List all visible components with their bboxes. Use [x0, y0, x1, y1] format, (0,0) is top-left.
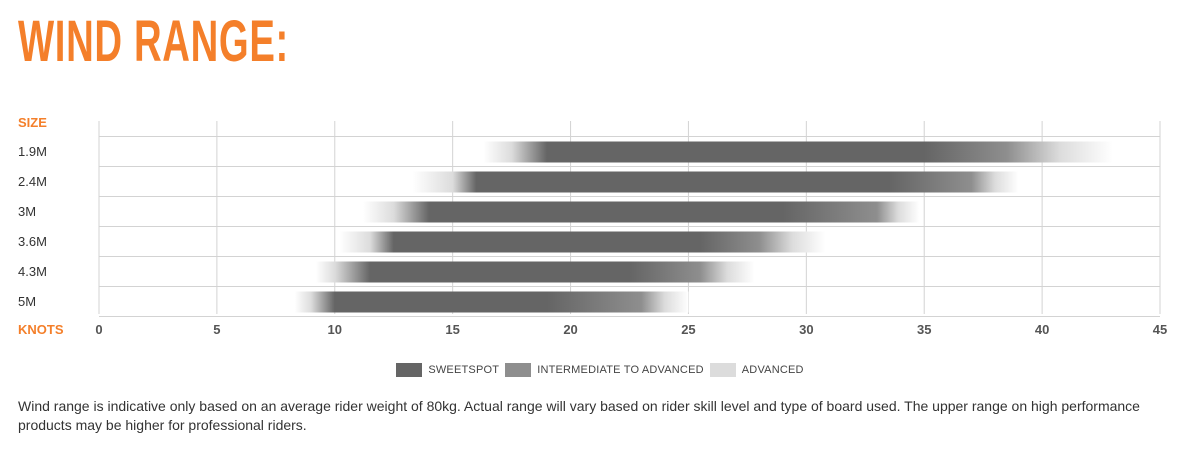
x-tick-label: 20	[563, 322, 577, 337]
x-tick-label: 5	[213, 322, 220, 337]
legend-swatch-intermediate	[505, 363, 532, 377]
y-axis-title: SIZE	[18, 115, 47, 130]
legend-item-sweetspot: SWEETSPOT	[396, 363, 499, 377]
wind-range-chart: SIZE KNOTS 0 5 10 15 20 25 30 35 40 45 1.9M 2.4M 3M 3.6…	[18, 115, 1167, 337]
legend: SWEETSPOT INTERMEDIATE TO ADVANCED ADVAN…	[0, 363, 1200, 377]
y-tick-label: 5M	[18, 294, 36, 309]
range-bar-4-3m	[315, 261, 755, 283]
legend-item-intermediate: INTERMEDIATE TO ADVANCED	[505, 363, 704, 377]
legend-swatch-advanced	[709, 363, 736, 377]
x-tick-label: 0	[95, 322, 102, 337]
y-tick-label: 2.4M	[18, 174, 47, 189]
y-tick-label: 1.9M	[18, 144, 47, 159]
x-tick-label: 45	[1153, 322, 1167, 337]
legend-label-intermediate: INTERMEDIATE TO ADVANCED	[537, 364, 704, 376]
y-tick-label: 3M	[18, 204, 36, 219]
chart-title: WIND RANGE:	[18, 9, 289, 74]
legend-item-advanced: ADVANCED	[709, 363, 804, 377]
x-axis-title: KNOTS	[18, 322, 64, 337]
legend-label-sweetspot: SWEETSPOT	[428, 364, 500, 376]
range-bar-5m	[294, 291, 689, 313]
range-bar-3-6m	[339, 231, 826, 253]
x-tick-label: 25	[681, 322, 695, 337]
x-tick-label: 10	[328, 322, 342, 337]
x-tick-label: 15	[445, 322, 459, 337]
range-bar-1-9m	[483, 141, 1113, 163]
x-tick-label: 40	[1035, 322, 1049, 337]
legend-label-advanced: ADVANCED	[741, 364, 804, 376]
range-bar-3m	[363, 201, 920, 223]
range-bar-2-4m	[412, 171, 1019, 193]
y-tick-label: 3.6M	[18, 234, 47, 249]
legend-swatch-sweetspot	[396, 363, 423, 377]
x-tick-label: 35	[917, 322, 931, 337]
y-tick-label: 4.3M	[18, 264, 47, 279]
disclaimer-text: Wind range is indicative only based on a…	[18, 398, 1140, 433]
x-tick-label: 30	[799, 322, 813, 337]
